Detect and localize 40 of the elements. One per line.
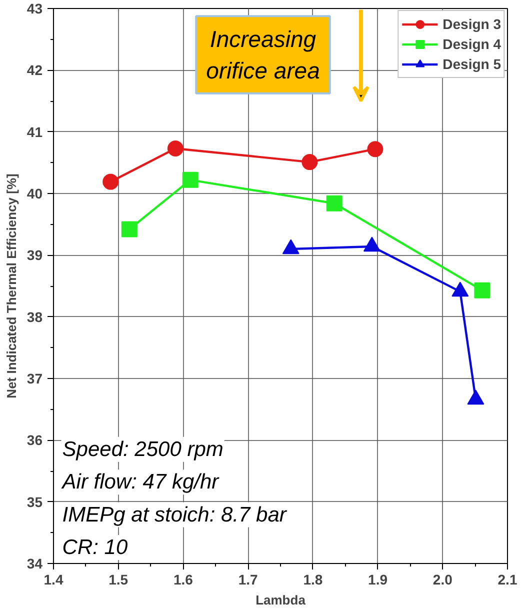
point [452,282,469,297]
annotation: CR: 10 [62,536,128,559]
point [282,239,300,254]
point [182,172,198,188]
point [167,140,184,156]
point [363,236,380,252]
x-axis-title: Lambda [256,592,306,608]
y-axis-title: Net Indicated Thermal Efficiency [%] [4,174,19,398]
point [467,390,484,405]
y-tick-label: 34 [26,556,43,572]
legend-label: Design 4 [442,36,501,52]
x-tick-label: 1.8 [303,572,323,588]
x-tick-label: 1.4 [44,572,64,588]
x-tick-label: 1.6 [173,572,194,588]
point [326,195,342,212]
y-tick-label: 41 [26,124,43,140]
annotation: Increasing orifice area [206,26,320,84]
point [102,174,119,190]
x-tick-label: 1.9 [368,572,388,588]
legend-label: Design 5 [442,56,501,72]
y-tick-label: 36 [26,432,43,448]
y-tick-label: 42 [26,62,43,78]
point [367,141,384,158]
x-tick-label: 1.5 [108,572,128,588]
annotation: Speed: 2500 rpm [62,438,224,461]
point [121,221,138,238]
x-tick-label: 1.7 [238,572,258,588]
y-tick-label: 37 [26,370,43,386]
y-tick-label: 35 [26,494,43,510]
legend-label: Design 3 [442,16,501,32]
x-tick-label: 2.1 [498,572,518,588]
y-tick-label: 39 [26,247,43,264]
annotation: IMEPg at stoich: 8.7 bar [62,503,288,526]
y-tick-label: 38 [26,308,43,325]
x-tick-label: 2.0 [432,572,453,588]
annotation: Air flow: 47 kg/hr [60,470,220,494]
point [474,282,490,298]
y-tick-label: 40 [26,186,43,202]
point [302,154,318,170]
y-tick-label: 43 [26,0,43,16]
